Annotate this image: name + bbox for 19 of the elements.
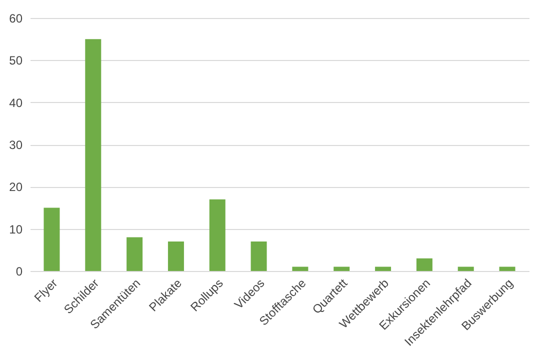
bar (375, 266, 392, 271)
bar (416, 258, 432, 271)
y-tick-label: 40 (9, 96, 23, 110)
bar (458, 266, 474, 271)
y-tick-label: 60 (9, 12, 23, 26)
y-tick-label: 0 (16, 264, 23, 278)
y-tick-label: 20 (9, 180, 23, 194)
y-tick-label: 30 (9, 138, 23, 152)
bar (168, 241, 184, 271)
bar (126, 237, 143, 271)
bar (85, 39, 102, 271)
bar (209, 199, 226, 271)
bar (499, 266, 516, 271)
bar (292, 266, 308, 271)
bar (44, 208, 60, 271)
y-tick-label: 10 (9, 222, 23, 236)
y-tick-label: 50 (9, 54, 23, 68)
bar (334, 266, 350, 271)
bar (250, 241, 267, 271)
